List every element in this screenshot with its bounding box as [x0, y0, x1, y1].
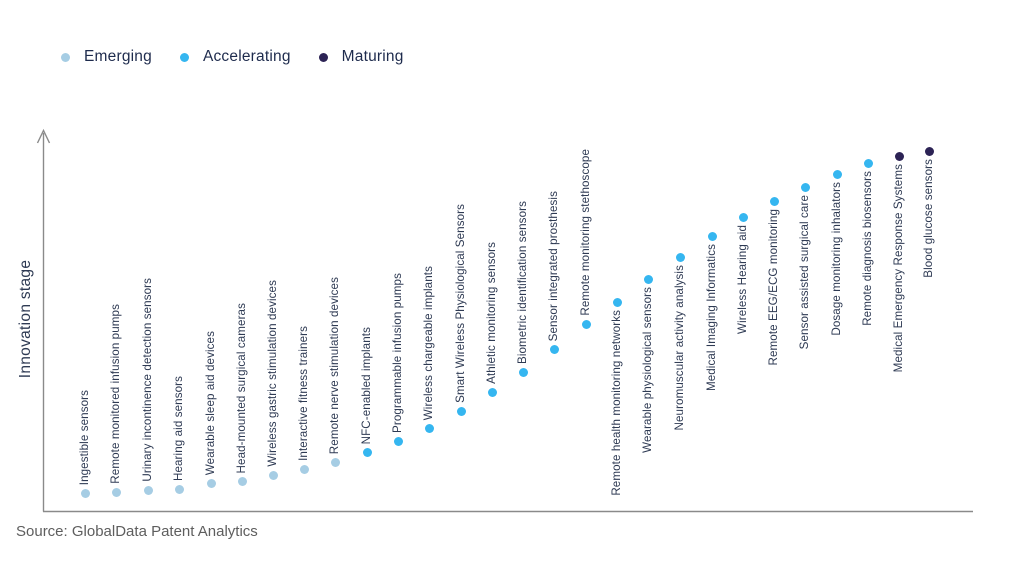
point-label: Wearable sleep aid devices [204, 330, 217, 475]
point-label: Programmable infusion pumps [391, 273, 404, 433]
legend-label-emerging: Emerging [84, 48, 152, 65]
point-label: Sensor assisted surgical care [798, 195, 811, 350]
data-point-accelerating [863, 158, 873, 168]
legend-item-accelerating: Accelerating [179, 48, 291, 66]
point-label: Medical Imaging Informatics [705, 244, 718, 392]
point-label: Remote nerve stimulation devices [328, 276, 341, 454]
legend-label-accelerating: Accelerating [202, 48, 291, 65]
data-point-emerging [299, 464, 309, 474]
data-point-accelerating [424, 423, 434, 433]
point-label: Wireless gastric stimulation devices [266, 280, 279, 467]
point-label: NFC-enabled implants [360, 326, 373, 444]
data-point-accelerating [487, 387, 497, 397]
legend-dot-emerging-icon [61, 52, 70, 62]
data-point-emerging [143, 485, 153, 495]
data-point-emerging [174, 484, 184, 494]
data-point-accelerating [707, 231, 717, 241]
point-label: Interactive fitness trainers [297, 326, 310, 461]
data-point-emerging [111, 487, 121, 497]
point-label: Wireless Hearing aid [736, 225, 749, 334]
point-label: Urinary incontinence detection sensors [141, 278, 154, 482]
point-label: Neuromuscular activity analysis [673, 265, 686, 431]
data-point-accelerating [769, 196, 779, 206]
data-point-maturing [924, 146, 934, 156]
point-label: Biometric identification sensors [516, 200, 529, 364]
point-label: Dosage monitoring inhalators [830, 182, 843, 336]
data-point-emerging [268, 470, 278, 480]
data-point-emerging [330, 457, 340, 467]
y-axis-arrow-icon [36, 128, 51, 144]
data-point-accelerating [362, 447, 372, 457]
data-point-accelerating [612, 297, 622, 307]
data-point-emerging [80, 488, 90, 498]
data-point-accelerating [581, 319, 591, 329]
data-point-accelerating [738, 212, 748, 222]
point-label: Blood glucose sensors [922, 159, 935, 278]
point-label: Sensor integrated prosthesis [547, 190, 560, 341]
point-label: Remote EEG/ECG monitoring [767, 209, 780, 366]
point-label: Ingestible sensors [78, 389, 91, 485]
point-label: Hearing aid sensors [172, 375, 185, 481]
data-point-maturing [894, 151, 904, 161]
point-label: Smart Wireless Physiological Sensors [454, 204, 467, 403]
point-label: Remote monitoring stethoscope [579, 149, 592, 316]
data-point-accelerating [832, 169, 842, 179]
point-label: Remote health monitoring networks [610, 310, 623, 496]
data-point-accelerating [800, 182, 810, 192]
data-point-accelerating [518, 367, 528, 377]
point-label: Remote monitored infusion pumps [109, 304, 122, 484]
data-point-accelerating [456, 406, 466, 416]
legend-dot-maturing-icon [318, 52, 328, 62]
chart-legend: Emerging Accelerating Maturing [61, 48, 404, 66]
data-point-accelerating [643, 274, 653, 284]
point-label: Head-mounted surgical cameras [235, 302, 248, 473]
data-point-accelerating [549, 344, 559, 354]
legend-label-maturing: Maturing [341, 48, 404, 65]
legend-item-emerging: Emerging [61, 48, 152, 66]
data-point-accelerating [393, 436, 403, 446]
source-note: Source: GlobalData Patent Analytics [16, 523, 258, 540]
data-point-emerging [237, 476, 247, 486]
legend-dot-accelerating-icon [179, 52, 189, 62]
legend-item-maturing: Maturing [318, 48, 404, 66]
point-label: Wireless chargeable implants [422, 265, 435, 420]
data-point-accelerating [675, 252, 685, 262]
data-point-emerging [206, 478, 216, 488]
point-label: Wearable physiological sensors [641, 287, 654, 453]
point-label: Medical Emergency Response Systems [892, 164, 905, 373]
point-label: Remote diagnosis biosensors [861, 171, 874, 326]
point-label: Athletic monitoring sensors [485, 242, 498, 384]
